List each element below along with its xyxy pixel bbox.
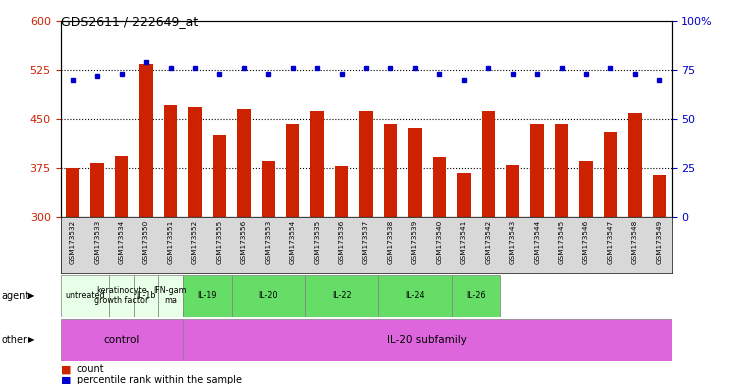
Bar — [379, 275, 452, 317]
Text: IL-24: IL-24 — [405, 291, 424, 300]
Bar — [335, 166, 348, 217]
Text: ■: ■ — [61, 375, 71, 384]
Bar — [408, 127, 421, 217]
Bar — [457, 172, 471, 217]
Bar — [481, 111, 495, 217]
Text: GSM173539: GSM173539 — [412, 220, 418, 264]
Text: GSM173547: GSM173547 — [607, 220, 613, 264]
Text: GSM173533: GSM173533 — [94, 220, 100, 264]
Bar — [506, 165, 520, 217]
Bar — [555, 124, 568, 217]
Bar — [139, 63, 153, 217]
Text: GSM173543: GSM173543 — [510, 220, 516, 264]
Text: GSM173551: GSM173551 — [168, 220, 173, 264]
Bar — [91, 164, 104, 217]
Bar — [134, 275, 158, 317]
Text: GSM173549: GSM173549 — [656, 220, 663, 264]
Text: IFN-gam
ma: IFN-gam ma — [154, 286, 187, 305]
Text: IL-20: IL-20 — [258, 291, 278, 300]
Text: GSM173535: GSM173535 — [314, 220, 320, 264]
Bar — [164, 105, 177, 217]
Text: GSM173532: GSM173532 — [69, 220, 76, 264]
Bar — [66, 168, 80, 217]
Text: GSM173550: GSM173550 — [143, 220, 149, 264]
Text: GSM173546: GSM173546 — [583, 220, 589, 264]
Text: GSM173541: GSM173541 — [461, 220, 467, 264]
Text: IL-20 subfamily: IL-20 subfamily — [387, 335, 467, 345]
Text: IL-22: IL-22 — [332, 291, 351, 300]
Text: IL-26: IL-26 — [466, 291, 486, 300]
Bar — [652, 174, 666, 217]
Text: GSM173536: GSM173536 — [339, 220, 345, 264]
Bar — [384, 124, 397, 217]
Text: ▶: ▶ — [28, 291, 35, 300]
Text: ▶: ▶ — [28, 335, 35, 344]
Text: GSM173537: GSM173537 — [363, 220, 369, 264]
Bar — [604, 132, 617, 217]
Text: GDS2611 / 222649_at: GDS2611 / 222649_at — [61, 15, 198, 28]
Text: agent: agent — [1, 291, 30, 301]
Text: GSM173534: GSM173534 — [119, 220, 125, 264]
Text: untreated: untreated — [65, 291, 105, 300]
Text: GSM173540: GSM173540 — [436, 220, 442, 264]
Bar — [188, 107, 201, 217]
Text: GSM173548: GSM173548 — [632, 220, 638, 264]
Text: GSM173552: GSM173552 — [192, 220, 198, 264]
Bar — [531, 124, 544, 217]
Text: keratinocyte
growth factor: keratinocyte growth factor — [94, 286, 149, 305]
Text: GSM173545: GSM173545 — [559, 220, 565, 264]
Bar — [232, 275, 305, 317]
Bar — [183, 275, 232, 317]
Bar — [432, 157, 446, 217]
Text: GSM173554: GSM173554 — [290, 220, 296, 264]
Bar — [61, 275, 109, 317]
Bar — [158, 275, 183, 317]
Bar — [305, 275, 379, 317]
Text: ■: ■ — [61, 364, 71, 374]
Bar — [109, 275, 134, 317]
Bar — [359, 111, 373, 217]
Bar — [115, 156, 128, 217]
Bar — [61, 319, 183, 361]
Text: GSM173544: GSM173544 — [534, 220, 540, 264]
Bar — [579, 161, 593, 217]
Bar — [311, 111, 324, 217]
Text: percentile rank within the sample: percentile rank within the sample — [77, 375, 242, 384]
Bar — [261, 161, 275, 217]
Text: GSM173555: GSM173555 — [216, 220, 222, 264]
Text: count: count — [77, 364, 104, 374]
Bar — [452, 275, 500, 317]
Bar — [628, 113, 641, 217]
Text: control: control — [103, 335, 139, 345]
Bar — [183, 319, 672, 361]
Bar — [213, 136, 226, 217]
Text: GSM173538: GSM173538 — [387, 220, 393, 264]
Text: GSM173553: GSM173553 — [265, 220, 272, 264]
Text: IL-1b: IL-1b — [137, 291, 156, 300]
Text: other: other — [1, 335, 27, 345]
Text: IL-19: IL-19 — [198, 291, 217, 300]
Text: GSM173542: GSM173542 — [486, 220, 492, 264]
Bar — [286, 124, 300, 217]
Text: GSM173556: GSM173556 — [241, 220, 246, 264]
Bar — [237, 109, 251, 217]
